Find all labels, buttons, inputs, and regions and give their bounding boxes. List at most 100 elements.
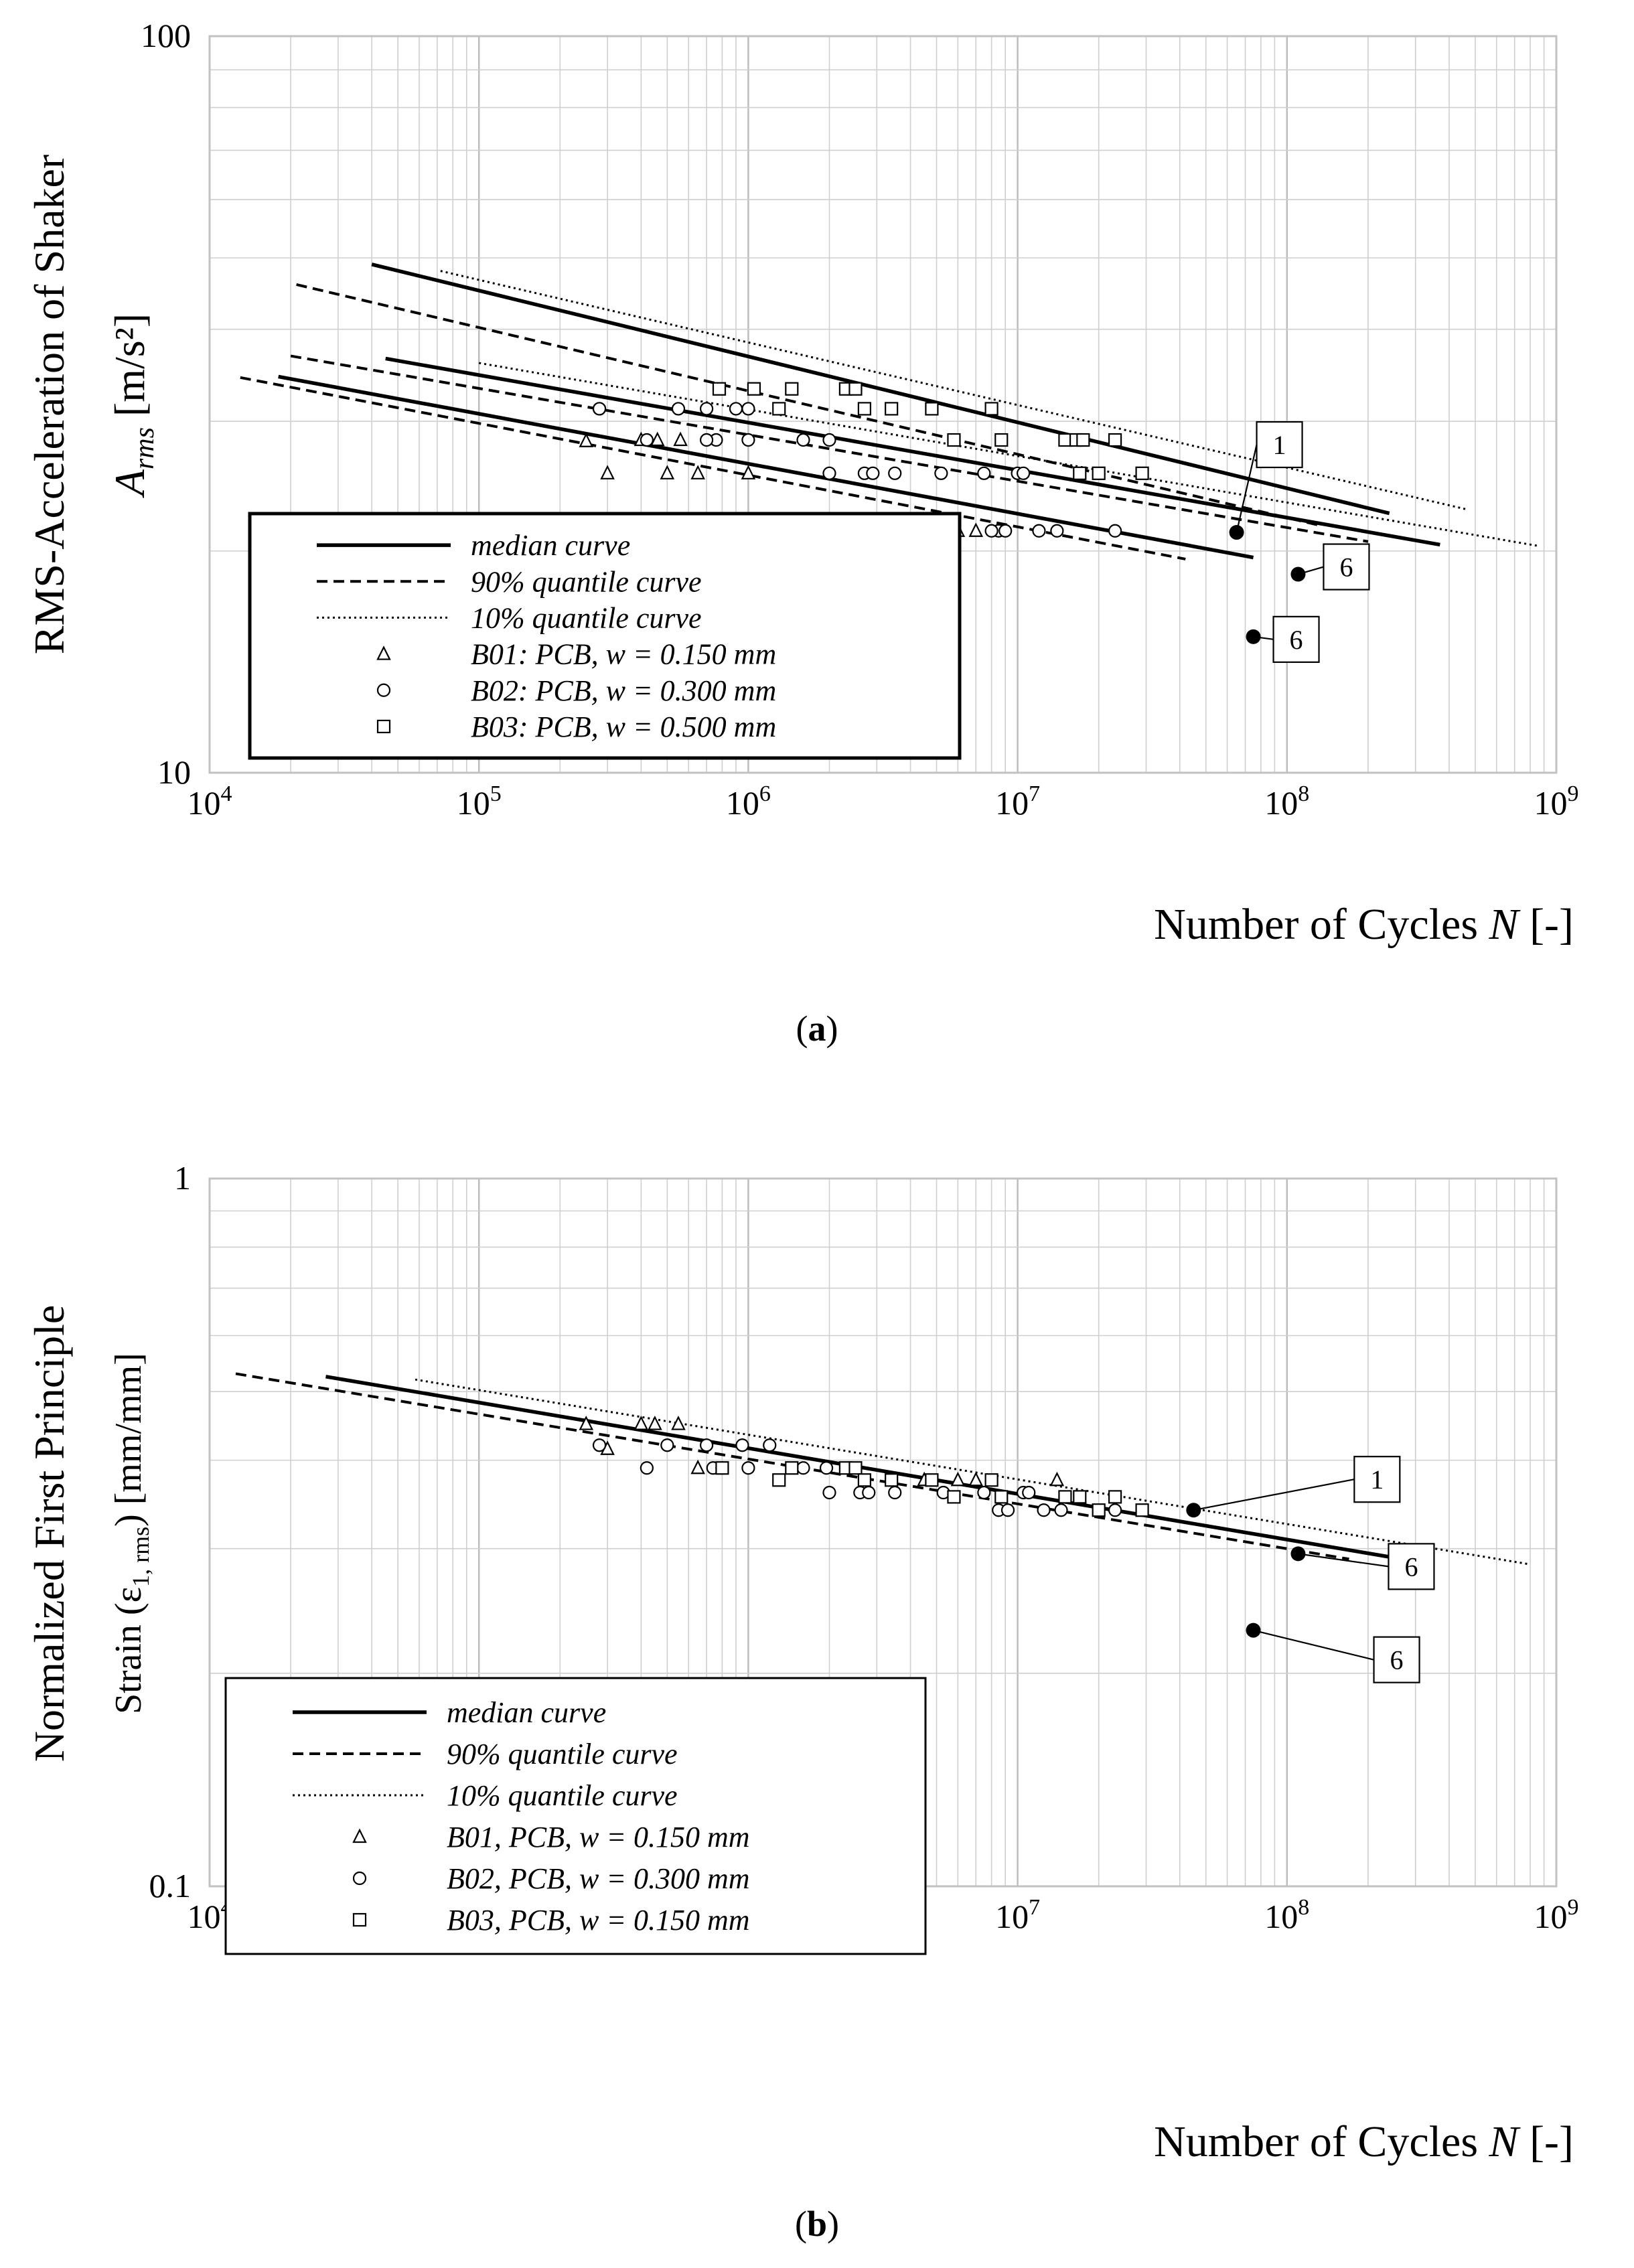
data-point-circle: [888, 466, 902, 480]
y-tick-label: 100: [141, 17, 191, 54]
x-axis-label: Number of Cycles N [-]: [1154, 2117, 1574, 2166]
data-point-square: [1073, 466, 1087, 480]
data-point-triangle: [968, 522, 984, 537]
series-3: [712, 382, 1149, 480]
data-point-circle: [822, 466, 836, 480]
data-point-circle: [1054, 1503, 1068, 1517]
data-point-circle: [729, 402, 743, 416]
callout-leader: [1253, 1629, 1374, 1661]
fit-curves: [235, 1372, 1531, 1566]
data-point-circle: [977, 466, 991, 480]
curve-90-quantile: [290, 354, 1369, 543]
data-point-circle: [699, 402, 714, 416]
callout-box: [1323, 543, 1370, 591]
data-point-circle: [640, 433, 654, 447]
runout-markers: 1 6 6: [1186, 1456, 1435, 1683]
curve-median: [371, 262, 1390, 516]
data-point-square: [1092, 466, 1106, 480]
data-point-square: [1135, 466, 1149, 480]
data-point-square: [925, 1473, 939, 1487]
y-axis-label: RMS-Acceleration of Shaker Arms [m/s²]: [25, 155, 160, 654]
data-point-triangle: [950, 1471, 966, 1487]
data-point-circle: [998, 524, 1013, 538]
data-point-circle: [592, 402, 607, 416]
data-point-triangle: [634, 1416, 649, 1430]
legend-box: [248, 512, 962, 760]
data-point-circle: [822, 1485, 836, 1500]
data-point-triangle: [660, 465, 675, 479]
data-point-circle: [735, 1438, 749, 1452]
x-tick-label: 105: [457, 781, 502, 822]
data-point-square: [984, 1473, 998, 1487]
data-point-square: [1073, 1490, 1087, 1504]
data-point-circle: [1108, 524, 1122, 538]
curve-90-quantile: [240, 376, 1186, 560]
data-point-circle: [1050, 524, 1064, 538]
data-point-square: [1076, 433, 1090, 447]
series-2: [592, 402, 1122, 538]
data-point-square: [885, 402, 899, 416]
data-point-square: [994, 1490, 1009, 1504]
data-point-circle: [671, 402, 686, 416]
callout-label: 6: [1390, 1645, 1404, 1675]
data-point-square: [1108, 433, 1122, 447]
data-point-triangle: [690, 465, 705, 479]
legend-label: B03: PCB, w = 0.500 mm: [471, 710, 776, 743]
legend-label: B02, PCB, w = 0.300 mm: [447, 1862, 750, 1895]
x-axis-label: Number of Cycles N [-]: [1154, 900, 1574, 949]
series-3: [715, 1461, 1149, 1517]
legend-label: 90% quantile curve: [447, 1738, 678, 1770]
x-tick-label: 108: [1264, 1895, 1309, 1935]
data-point-circle: [640, 1461, 654, 1475]
data-point-circle: [592, 1438, 607, 1452]
legend-marker-square: [352, 1912, 367, 1927]
callout-label: 6: [1290, 625, 1303, 655]
data-point-square: [984, 402, 998, 416]
data-point-circle: [1017, 466, 1031, 480]
data-point-circle: [934, 466, 948, 480]
callout-box: [1353, 1456, 1401, 1503]
data-point-square: [772, 402, 786, 416]
data-point-square: [785, 1461, 799, 1475]
data-point-circle: [822, 433, 836, 447]
data-point-circle: [660, 1438, 674, 1452]
data-point-triangle: [600, 465, 615, 479]
plot-frame: [208, 35, 1558, 774]
x-tick-label: 108: [1264, 781, 1309, 822]
data-point-square: [747, 382, 761, 396]
legend-label: B01, PCB, w = 0.150 mm: [447, 1821, 750, 1854]
data-point-circle: [1032, 524, 1046, 538]
legend-marker-square: [376, 719, 391, 734]
curve-median: [385, 356, 1440, 547]
y-tick-label: 0.1: [149, 1867, 192, 1904]
callout-box: [1388, 1543, 1435, 1590]
data-point-square: [885, 1473, 899, 1487]
curve-median: [325, 1375, 1434, 1566]
callout-label: 6: [1339, 552, 1353, 583]
data-point-circle: [741, 1461, 755, 1475]
x-tick-label: 107: [995, 1895, 1040, 1935]
data-point-triangle: [648, 1416, 662, 1430]
legend-label: 90% quantile curve: [471, 565, 702, 598]
data-point-circle: [1108, 1503, 1122, 1517]
x-tick-label: 109: [1534, 1895, 1579, 1935]
curve-90-quantile: [235, 1372, 1349, 1561]
data-point-circle: [888, 1485, 902, 1500]
data-point-square: [1108, 1490, 1122, 1504]
legend: median curve 90% quantile curve 10% quanti…: [224, 1677, 927, 1955]
y-tick-labels: 10 100: [141, 17, 191, 791]
callout-leader: [1298, 566, 1324, 575]
data-point-triangle: [579, 433, 594, 447]
data-point-circle: [741, 433, 755, 447]
x-tick-label: 104: [188, 781, 232, 822]
legend-label: B02: PCB, w = 0.300 mm: [471, 674, 776, 707]
data-point-circle: [1000, 1503, 1015, 1517]
callout-leader: [1193, 1479, 1355, 1511]
data-point-circle: [1037, 1503, 1051, 1517]
runout-markers: 1 6 6: [1229, 421, 1370, 663]
panel-label-a: (a): [796, 1008, 838, 1049]
x-tick-labels: 104 105 106 107 108 109: [188, 781, 1579, 822]
curve-10-quantile: [415, 1378, 1531, 1566]
fit-curves: [240, 262, 1540, 560]
